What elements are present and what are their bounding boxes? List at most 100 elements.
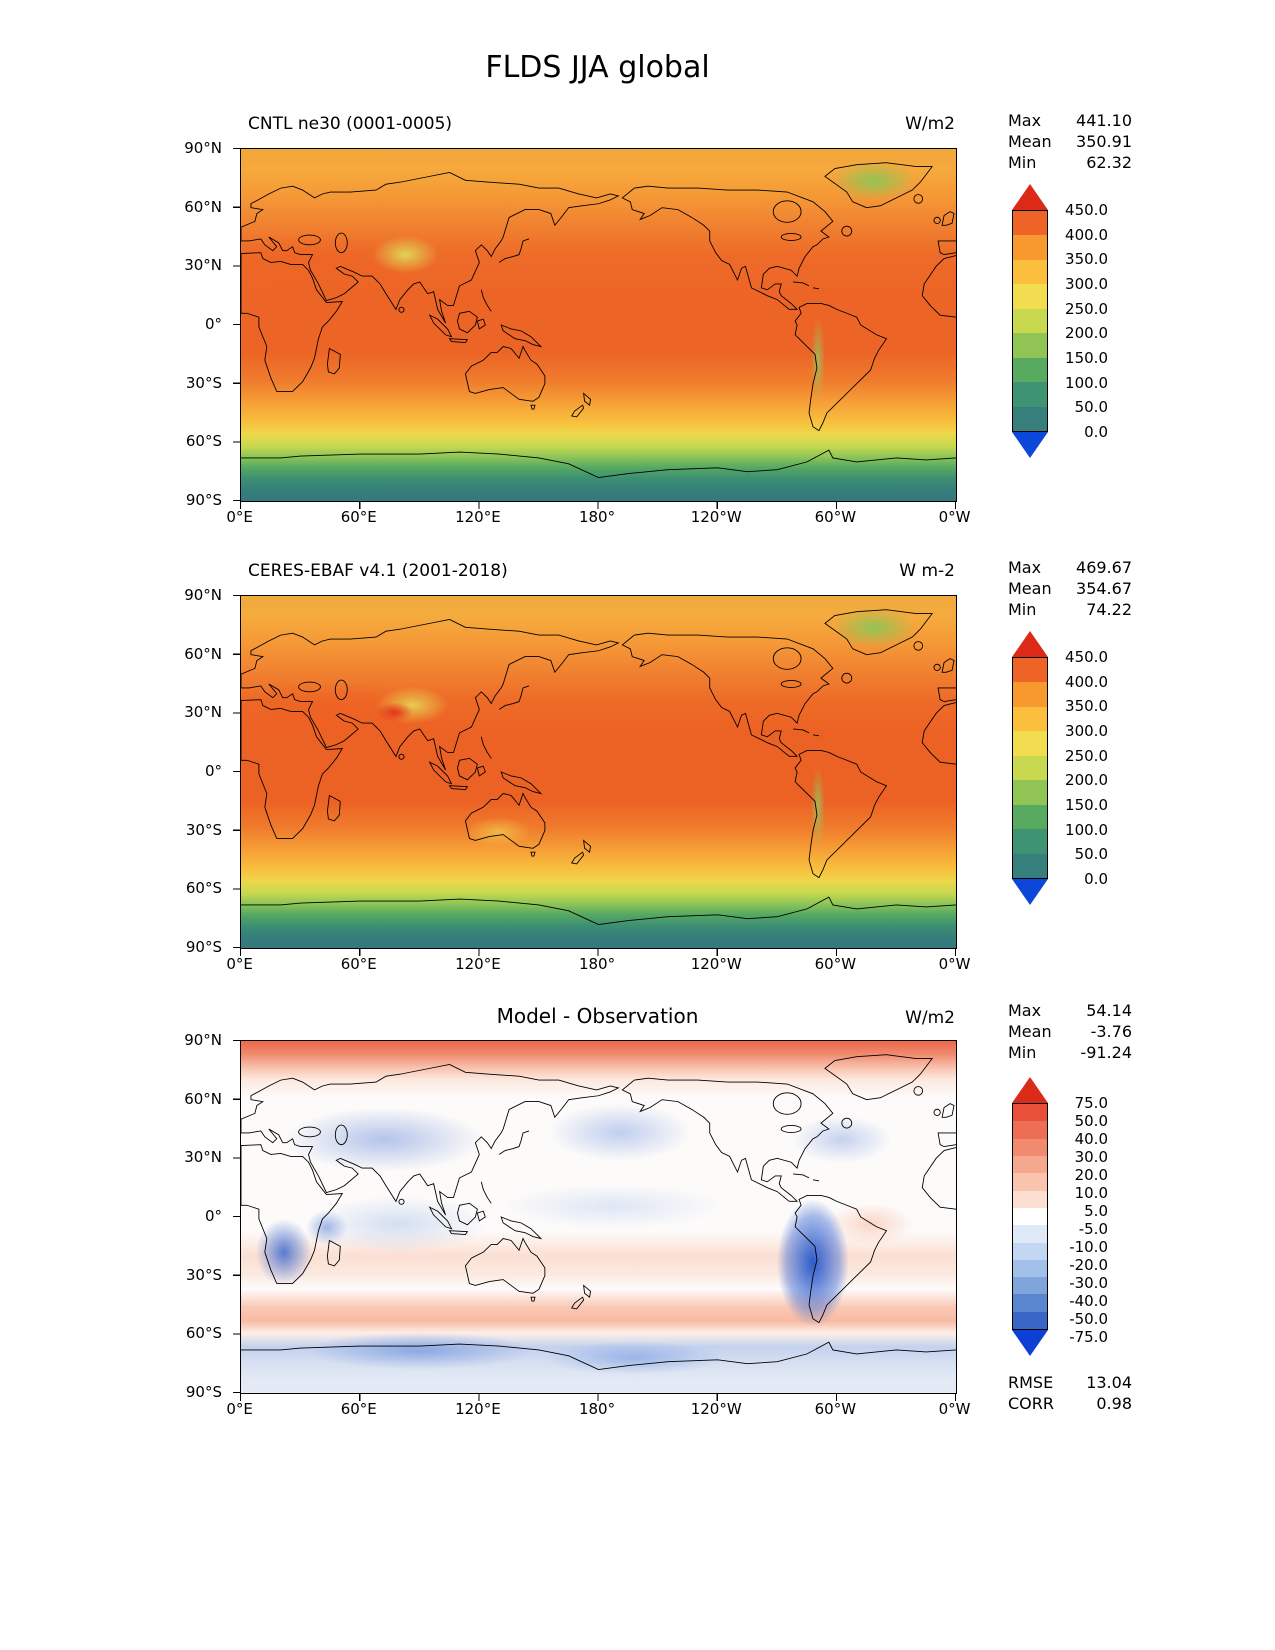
- colorbar-segment: [1013, 853, 1047, 878]
- stat-label: Mean: [1008, 132, 1052, 151]
- colorbar-segment: [1013, 1311, 1047, 1330]
- colorbar-segment: [1013, 1190, 1047, 1208]
- figure-title: FLDS JJA global: [485, 50, 710, 85]
- colorbar-segment: [1013, 1173, 1047, 1191]
- stat-row-mean: Mean 350.91: [1008, 131, 1132, 152]
- colorbar-tick: 50.0: [1074, 1112, 1108, 1130]
- x-axis-ticks: [240, 502, 956, 509]
- colorbar-segment: [1013, 829, 1047, 854]
- y-tick-label: 90°N: [184, 139, 222, 157]
- stat-value: 469.67: [1076, 558, 1132, 577]
- colorbar-tick: 250.0: [1065, 746, 1108, 765]
- stat-label: Max: [1008, 111, 1042, 130]
- colorbar-tick: 300.0: [1065, 274, 1108, 293]
- colorbar-tick: 350.0: [1065, 250, 1108, 269]
- stat-label: Max: [1008, 558, 1042, 577]
- colorbar-observation: [1012, 631, 1048, 905]
- x-tick-label: 120°W: [690, 508, 742, 526]
- stat-label: Max: [1008, 1001, 1042, 1020]
- stat-value: 441.10: [1076, 111, 1132, 130]
- colorbar-tick: 0.0: [1084, 422, 1108, 441]
- stat-row-min: Min 62.32: [1008, 152, 1132, 173]
- colorbar-segment: [1013, 284, 1047, 309]
- x-tick-label: 180°: [578, 1400, 616, 1418]
- stat-value: 74.22: [1086, 600, 1132, 619]
- colorbar-tick: 30.0: [1074, 1148, 1108, 1166]
- panel-units-observation: W m-2: [899, 561, 955, 581]
- panel-units-difference: W/m2: [905, 1008, 955, 1028]
- colorbar-body: [1012, 657, 1048, 879]
- x-tick-label: 60°E: [340, 1400, 377, 1418]
- stat-label: Min: [1008, 1043, 1037, 1062]
- colorbar-over-arrow: [1012, 1077, 1048, 1103]
- stat-value: 354.67: [1076, 579, 1132, 598]
- colorbar-under-arrow: [1012, 879, 1048, 905]
- stat-label: CORR: [1008, 1394, 1054, 1413]
- x-tick-label: 0°E: [226, 508, 253, 526]
- colorbar-tick: -30.0: [1069, 1274, 1108, 1292]
- stat-value: 54.14: [1086, 1001, 1132, 1020]
- x-tick-label: 0°W: [938, 1400, 971, 1418]
- x-axis-labels: 0°E 60°E 120°E 180° 120°W 60°W 0°W: [180, 508, 1015, 526]
- colorbar-segment: [1013, 731, 1047, 756]
- y-axis-ticks: [233, 595, 240, 948]
- x-tick-label: 0°E: [226, 955, 253, 973]
- stats-block-observation: Max 469.67 Mean 354.67 Min 74.22: [1008, 557, 1132, 620]
- y-tick-label: 90°S: [185, 1382, 222, 1401]
- colorbar-tick: -75.0: [1069, 1328, 1108, 1346]
- stat-value: 0.98: [1096, 1394, 1132, 1413]
- stat-label: Min: [1008, 153, 1037, 172]
- coastlines-overlay: [241, 1054, 956, 1370]
- y-tick-label: 90°S: [185, 490, 222, 509]
- colorbar-segment: [1013, 706, 1047, 732]
- colorbar-tick: 300.0: [1065, 721, 1108, 740]
- stats-block-model: Max 441.10 Mean 350.91 Min 62.32: [1008, 110, 1132, 173]
- x-tick-label: 180°: [578, 508, 616, 526]
- stat-row-min: Min -91.24: [1008, 1042, 1132, 1063]
- colorbar-tick: 450.0: [1065, 648, 1108, 666]
- y-tick-label: 30°N: [184, 256, 222, 275]
- colorbar-model: [1012, 184, 1048, 458]
- y-tick-label: 90°N: [184, 586, 222, 604]
- colorbar-tick: -5.0: [1078, 1220, 1108, 1238]
- y-tick-label: 60°S: [185, 432, 222, 451]
- colorbar-tick-labels: 75.0 50.0 40.0 30.0 20.0 10.0 5.0 -5.0 -…: [1050, 1094, 1108, 1346]
- x-tick-label: 120°E: [455, 508, 501, 526]
- colorbar-segment: [1013, 259, 1047, 285]
- colorbar-tick: 100.0: [1065, 820, 1108, 839]
- colorbar-tick: 40.0: [1074, 1130, 1108, 1148]
- stat-row-max: Max 441.10: [1008, 110, 1132, 131]
- colorbar-difference: [1012, 1077, 1048, 1356]
- colorbar-tick: 400.0: [1065, 672, 1108, 691]
- x-axis-labels: 0°E 60°E 120°E 180° 120°W 60°W 0°W: [180, 955, 1015, 973]
- stats-block-difference: Max 54.14 Mean -3.76 Min -91.24: [1008, 1000, 1132, 1063]
- y-tick-label: 0°: [204, 314, 222, 333]
- colorbar-tick: 150.0: [1065, 348, 1108, 367]
- colorbar-segment: [1013, 1277, 1047, 1295]
- x-tick-label: 120°W: [690, 1400, 742, 1418]
- colorbar-segment: [1013, 211, 1047, 236]
- map-model: [240, 148, 957, 502]
- colorbar-segment: [1013, 235, 1047, 260]
- y-tick-label: 30°S: [185, 1265, 222, 1284]
- stat-row-corr: CORR 0.98: [1008, 1393, 1132, 1414]
- colorbar-segment: [1013, 1242, 1047, 1260]
- stat-row-rmse: RMSE 13.04: [1008, 1372, 1132, 1393]
- y-tick-label: 60°N: [184, 197, 222, 216]
- colorbar-segment: [1013, 1121, 1047, 1139]
- colorbar-tick: 200.0: [1065, 771, 1108, 790]
- colorbar-tick: 5.0: [1084, 1202, 1108, 1220]
- stat-value: -3.76: [1090, 1022, 1132, 1041]
- colorbar-segment: [1013, 382, 1047, 407]
- colorbar-over-arrow: [1012, 184, 1048, 210]
- stat-row-mean: Mean 354.67: [1008, 578, 1132, 599]
- colorbar-segment: [1013, 333, 1047, 358]
- y-tick-label: 60°N: [184, 1089, 222, 1108]
- y-tick-label: 60°S: [185, 1324, 222, 1343]
- stat-row-min: Min 74.22: [1008, 599, 1132, 620]
- x-tick-label: 180°: [578, 955, 616, 973]
- colorbar-tick-labels: 450.0 400.0 350.0 300.0 250.0 200.0 150.…: [1050, 201, 1108, 441]
- y-tick-label: 0°: [204, 761, 222, 780]
- colorbar-tick-labels: 450.0 400.0 350.0 300.0 250.0 200.0 150.…: [1050, 648, 1108, 888]
- colorbar-segment: [1013, 804, 1047, 830]
